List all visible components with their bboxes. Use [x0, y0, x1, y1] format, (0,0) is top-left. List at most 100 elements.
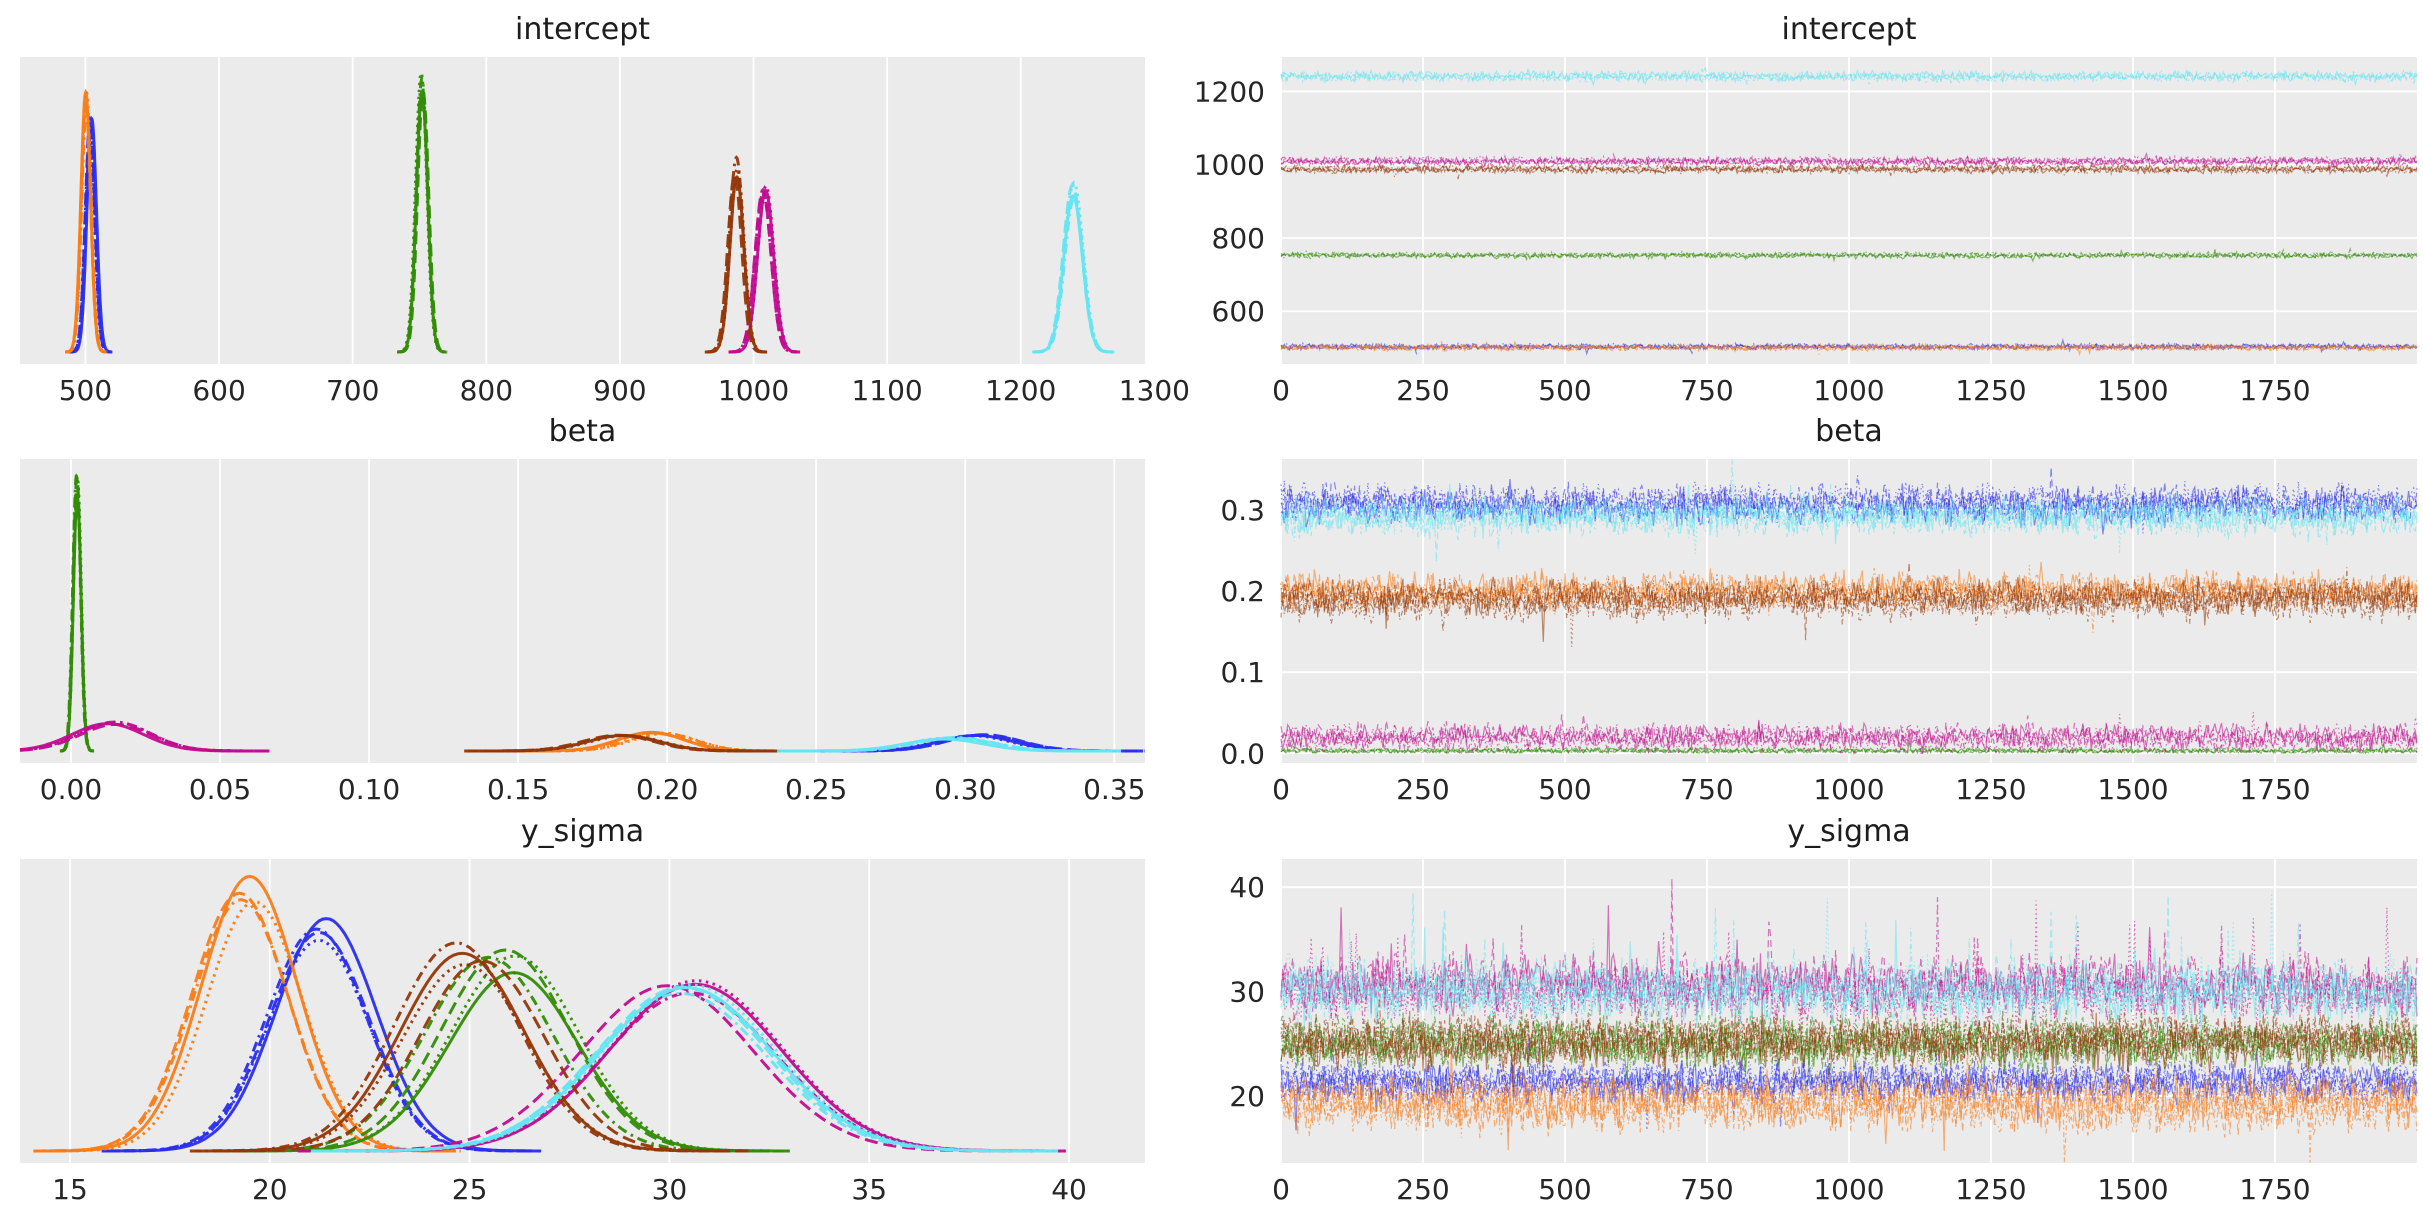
x-tick-label: 250 [1396, 1173, 1449, 1206]
kde-curve-magenta [731, 184, 801, 354]
subplot-y-sigma-trace: y_sigma 20 30 40 0 250 500 750 1000 1250 1500 1750 [1229, 814, 2418, 1206]
plot-title-beta-density: beta [548, 414, 617, 449]
subplot-y-sigma-density: y_sigma 15 20 25 30 35 40 [20, 814, 1145, 1206]
x-tick-label: 500 [59, 374, 112, 407]
trace-line-cyan [1280, 890, 2418, 1017]
kde-curve-green [240, 954, 790, 1153]
kde-curve-cyan [311, 991, 1050, 1153]
trace-line-orange [1280, 1046, 2418, 1152]
x-tick-label: 15 [52, 1173, 88, 1206]
trace-line-magenta [1280, 900, 2418, 1029]
x-tick-label: 20 [252, 1173, 288, 1206]
x-tick-label: 1000 [718, 374, 789, 407]
y-sigma-density-canvas: 15 20 25 30 35 40 [20, 859, 1145, 1206]
y-tick-label: 600 [1212, 295, 1265, 328]
subplot-intercept-trace: intercept 600 800 1000 1200 0 250 500 750 1000 12… [1194, 12, 2418, 407]
x-tick-label: 900 [593, 374, 646, 407]
trace-line-brown [1280, 567, 2418, 632]
trace-line-blue [1280, 340, 2418, 353]
trace-line-cyan [1280, 66, 2418, 85]
y-sigma-trace-canvas: 20 30 40 0 250 500 750 1000 1250 1500 1750 [1229, 859, 2418, 1206]
y-tick-label: 0.0 [1220, 737, 1265, 770]
trace-line-brown [1280, 980, 2418, 1084]
x-tick-label: 35 [851, 1173, 887, 1206]
y-tick-label: 0.2 [1220, 575, 1265, 608]
trace-line-magenta [1280, 151, 2418, 168]
x-tick-label: 800 [460, 374, 513, 407]
kde-curve-orange [65, 88, 108, 354]
x-tick-label: 750 [1680, 1173, 1733, 1206]
trace-line-orange [1280, 339, 2418, 354]
trace-line-green [1280, 996, 2418, 1090]
trace-line-orange [1280, 1055, 2418, 1163]
x-tick-label: 1300 [1119, 374, 1190, 407]
y-tick-label: 40 [1229, 871, 1265, 904]
trace-line-green [1280, 248, 2418, 262]
kde-curve-cyan [788, 736, 1122, 753]
plot-background [20, 859, 1145, 1163]
kde-curve-brown [472, 733, 781, 753]
trace-line-magenta [1280, 154, 2418, 175]
beta-density-canvas: 0.00 0.05 0.10 0.15 0.20 0.25 0.30 0.35 [19, 459, 1145, 806]
plot-title-beta-trace: beta [1815, 414, 1883, 449]
x-tick-label: 600 [192, 374, 245, 407]
plot-title-intercept-density: intercept [515, 12, 650, 47]
trace-line-magenta [1280, 719, 2418, 752]
trace-line-magenta [1280, 714, 2418, 752]
trace-line-brown [1280, 162, 2418, 180]
trace-line-green [1280, 745, 2418, 755]
kde-curve-blue [812, 734, 1133, 753]
x-tick-label: 1250 [1955, 773, 2026, 806]
plot-background [20, 57, 1145, 364]
x-tick-label: 1250 [1955, 1173, 2026, 1206]
trace-line-brown [1280, 160, 2418, 180]
x-tick-label: 1100 [851, 374, 922, 407]
x-tick-label: 1000 [1813, 374, 1884, 407]
trace-line-cyan [1280, 68, 2418, 86]
trace-line-brown [1280, 160, 2418, 178]
y-tick-label: 30 [1229, 976, 1265, 1009]
x-tick-label: 750 [1680, 773, 1733, 806]
beta-trace-canvas: 0.0 0.1 0.2 0.3 0 250 500 750 1000 1250 1500 1750 [1220, 459, 2418, 806]
kde-curve-cyan [1033, 180, 1115, 354]
x-tick-label: 500 [1538, 1173, 1591, 1206]
trace-line-brown [1280, 572, 2418, 647]
trace-line-brown [1280, 575, 2418, 642]
trace-line-blue [1280, 1036, 2418, 1115]
x-tick-label: 700 [326, 374, 379, 407]
trace-line-brown [1280, 1007, 2418, 1103]
x-tick-label: 0.00 [40, 773, 102, 806]
kde-curve-blue [69, 131, 111, 354]
x-tick-label: 1500 [2097, 1173, 2168, 1206]
kde-curve-green [230, 948, 781, 1153]
trace-line-cyan [1280, 908, 2418, 1029]
x-tick-label: 1750 [2239, 773, 2310, 806]
y-tick-label: 1200 [1194, 75, 1265, 108]
x-tick-label: 40 [1051, 1173, 1087, 1206]
kde-curve-orange [48, 900, 461, 1153]
x-tick-label: 250 [1396, 773, 1449, 806]
plot-background [20, 459, 1145, 763]
x-tick-label: 0 [1272, 374, 1290, 407]
kde-curve-orange [34, 898, 448, 1153]
trace-line-orange [1280, 564, 2418, 617]
subplot-beta-trace: beta 0.0 0.1 0.2 0.3 0 250 500 750 1000 1250 1500 1… [1220, 414, 2418, 806]
x-tick-label: 0.10 [338, 773, 400, 806]
kde-curve-cyan [1033, 196, 1115, 354]
x-tick-label: 1750 [2239, 374, 2310, 407]
x-tick-label: 0.35 [1083, 773, 1145, 806]
plot-title-y-sigma-density: y_sigma [520, 814, 645, 849]
x-tick-label: 0 [1272, 773, 1290, 806]
trace-line-brown [1280, 1006, 2418, 1099]
kde-curve-brown [189, 941, 723, 1153]
trace-line-cyan [1280, 491, 2418, 555]
x-tick-label: 1000 [1813, 1173, 1884, 1206]
plot-title-intercept-trace: intercept [1781, 12, 1917, 47]
trace-line-brown [1280, 562, 2418, 641]
y-tick-label: 0.1 [1220, 656, 1265, 689]
x-tick-label: 30 [652, 1173, 688, 1206]
subplot-beta-density: beta 0.00 0.05 0.10 0.15 0.20 0.25 0.30 0.35 [19, 414, 1145, 806]
y-tick-label: 800 [1212, 222, 1265, 255]
trace-line-cyan [1280, 892, 2418, 1019]
